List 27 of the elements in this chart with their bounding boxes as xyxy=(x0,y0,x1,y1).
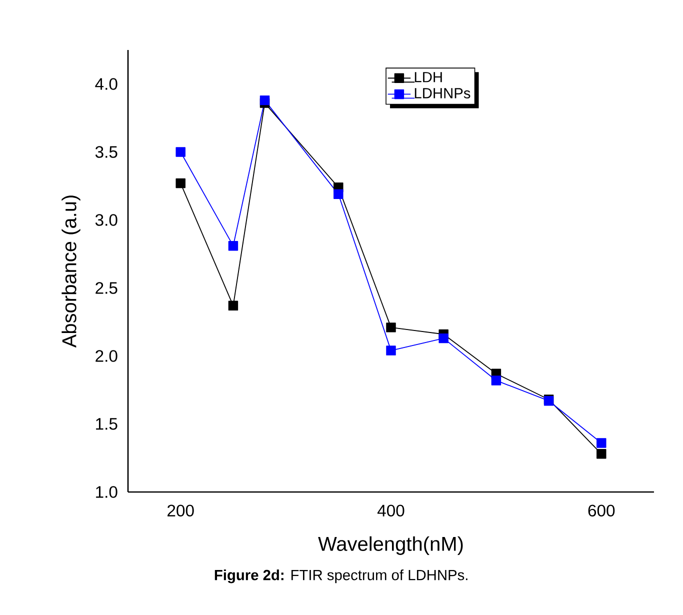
point xyxy=(596,449,606,459)
legend-label: LDH xyxy=(414,72,442,82)
y-tick-label: 1.5 xyxy=(96,418,118,430)
y-axis-title: Absorbance (a.u) xyxy=(62,196,80,348)
x-tick-label: 600 xyxy=(588,504,615,516)
point xyxy=(386,346,396,356)
legend-label: LDHNPs xyxy=(414,88,470,98)
y-tick-label: 4.0 xyxy=(95,78,118,90)
y-tick-label: 2.5 xyxy=(96,282,118,294)
y-tick-label: 1.0 xyxy=(96,486,118,498)
x-tick-label: 400 xyxy=(377,504,404,516)
point xyxy=(596,438,606,448)
y-tick-label: 3.0 xyxy=(95,214,118,226)
point xyxy=(176,147,186,157)
text: Figure 2d: FTIR spectrum of LDHNPs. xyxy=(214,569,468,584)
point xyxy=(386,322,396,332)
point xyxy=(228,300,238,311)
point xyxy=(260,95,270,106)
x-tick-label: 200 xyxy=(168,504,194,516)
point xyxy=(438,333,448,344)
point xyxy=(176,178,186,188)
y-tick-label: 3.5 xyxy=(95,146,118,158)
point xyxy=(334,189,344,200)
x-axis-title: Wavelength(nM) xyxy=(318,536,463,555)
point xyxy=(228,240,238,251)
y-tick-label: 2.0 xyxy=(96,350,118,362)
point xyxy=(491,376,502,386)
